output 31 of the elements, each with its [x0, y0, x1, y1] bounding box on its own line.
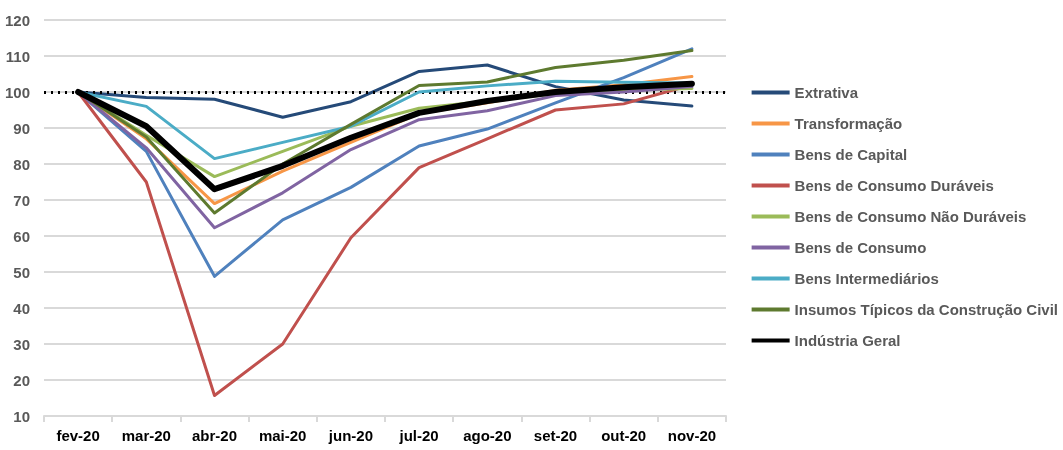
- y-tick-label: 30: [13, 335, 30, 353]
- legend-label: Bens Intermediários: [794, 270, 939, 287]
- y-tick-label: 60: [13, 227, 30, 245]
- x-tick-label: abr-20: [191, 427, 238, 444]
- x-tick-label: out-20: [601, 427, 647, 444]
- x-tick-label: mar-20: [121, 427, 171, 444]
- y-tick-label: 20: [13, 371, 30, 389]
- x-tick-label: set-20: [533, 427, 578, 444]
- legend-label: Bens de Consumo Duráveis: [794, 177, 994, 194]
- legend-label: Bens de Consumo Não Duráveis: [794, 208, 1027, 225]
- legend-label: Bens de Capital: [794, 146, 908, 163]
- y-tick-label: 120: [4, 11, 30, 29]
- x-tick-label: fev-20: [56, 427, 100, 444]
- x-tick-label: nov-20: [667, 427, 717, 444]
- legend-label: Indústria Geral: [794, 332, 901, 349]
- y-tick-label: 50: [13, 263, 30, 281]
- legend-label: Bens de Consumo: [794, 239, 927, 256]
- y-tick-label: 100: [4, 83, 30, 101]
- y-tick-label: 90: [13, 119, 30, 137]
- x-tick-label: jun-20: [327, 427, 373, 444]
- legend-label: Insumos Típicos da Construção Civil: [794, 301, 1059, 318]
- legend-label: Extrativa: [794, 84, 859, 101]
- x-tick-label: jul-20: [398, 427, 439, 444]
- legend-label: Transformação: [794, 115, 903, 132]
- y-tick-label: 80: [13, 155, 30, 173]
- x-tick-label: ago-20: [463, 427, 512, 444]
- y-tick-label: 70: [13, 191, 30, 209]
- x-tick-label: mai-20: [258, 427, 307, 444]
- y-tick-label: 110: [5, 47, 30, 65]
- y-tick-label: 40: [13, 299, 30, 317]
- y-tick-label: 10: [13, 407, 30, 425]
